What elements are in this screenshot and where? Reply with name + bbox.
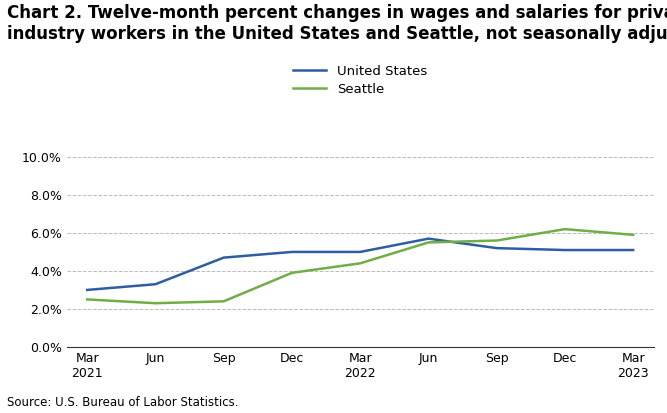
Seattle: [356, 261, 364, 266]
Text: Source: U.S. Bureau of Labor Statistics.: Source: U.S. Bureau of Labor Statistics.: [7, 396, 238, 409]
Seattle: [424, 240, 432, 245]
United States: [629, 247, 637, 252]
Seattle: [493, 238, 501, 243]
United States: [424, 236, 432, 241]
United States: [493, 246, 501, 251]
Seattle: [561, 227, 569, 232]
Seattle: [83, 297, 91, 302]
Seattle: [219, 299, 227, 304]
Text: Chart 2. Twelve-month percent changes in wages and salaries for private
industry: Chart 2. Twelve-month percent changes in…: [7, 4, 667, 43]
United States: [561, 247, 569, 252]
United States: [83, 287, 91, 292]
Seattle: [151, 301, 159, 306]
United States: [151, 282, 159, 287]
Line: Seattle: Seattle: [87, 229, 633, 303]
United States: [219, 255, 227, 260]
Seattle: [288, 271, 296, 275]
United States: [288, 249, 296, 254]
United States: [356, 249, 364, 254]
Legend: United States, Seattle: United States, Seattle: [293, 65, 427, 96]
Line: United States: United States: [87, 239, 633, 290]
Seattle: [629, 233, 637, 237]
